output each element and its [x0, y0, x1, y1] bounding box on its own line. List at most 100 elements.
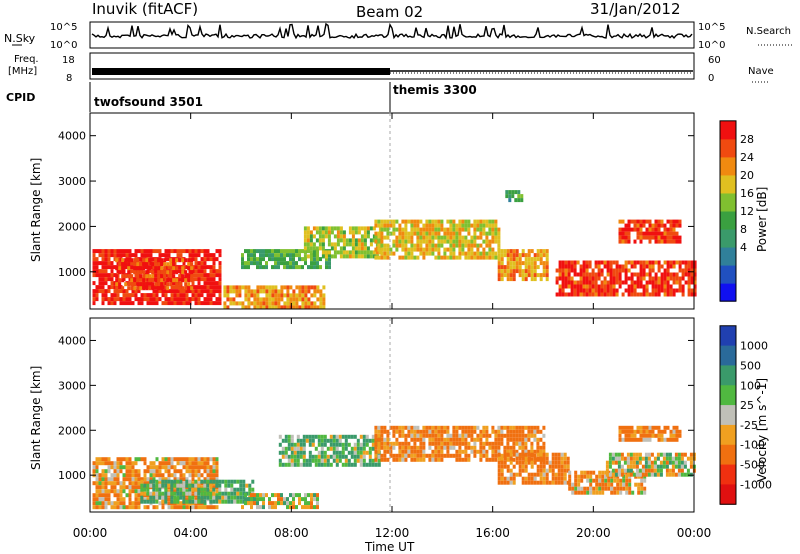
heatmap-cell: [188, 469, 192, 474]
heatmap-cell: [128, 293, 132, 298]
colorbar-tick-label: 100: [740, 379, 761, 392]
heatmap-cell: [419, 429, 423, 434]
heatmap-cell: [128, 277, 132, 282]
heatmap-cell: [563, 456, 567, 461]
heatmap-cell: [582, 292, 586, 297]
heatmap-cell: [452, 433, 456, 438]
heatmap-cell: [413, 437, 417, 442]
heatmap-cell: [567, 276, 571, 281]
heatmap-cell: [316, 493, 319, 498]
heatmap-cell: [185, 497, 189, 502]
heatmap-cell: [536, 441, 540, 446]
heatmap-cell: [536, 257, 540, 262]
heatmap-cell: [242, 495, 246, 500]
heatmap-cell: [585, 268, 589, 273]
heatmap-cell: [563, 480, 567, 485]
heatmap-cell: [623, 468, 627, 473]
heatmap-cell: [425, 227, 429, 232]
heatmap-cell: [143, 461, 147, 466]
heatmap-cell: [323, 442, 327, 447]
heatmap-cell: [308, 462, 312, 467]
heatmap-cell: [363, 238, 367, 243]
heatmap-cell: [651, 276, 655, 281]
heatmap-cell: [271, 501, 274, 506]
heatmap-cell: [539, 273, 543, 278]
heatmap-cell: [425, 247, 429, 252]
heatmap-cell: [383, 453, 387, 458]
heatmap-cell: [238, 301, 242, 306]
heatmap-cell: [545, 452, 549, 457]
heatmap-cell: [485, 255, 489, 260]
heatmap-cell: [360, 238, 364, 243]
heatmap-cell: [383, 255, 387, 260]
heatmap-cell: [434, 223, 438, 228]
heatmap-cell: [479, 243, 483, 248]
heatmap-cell: [122, 497, 126, 502]
heatmap-cell: [410, 445, 414, 450]
heatmap-cell: [268, 301, 272, 306]
heatmap-cell: [101, 277, 105, 282]
heatmap-cell: [357, 254, 361, 259]
heatmap-cell: [467, 223, 471, 228]
heatmap-cell: [241, 301, 245, 306]
heatmap-cell: [362, 434, 366, 439]
heatmap-cell: [389, 425, 393, 430]
heatmap-cell: [473, 219, 477, 224]
heatmap-cell: [227, 483, 231, 488]
heatmap-cell: [413, 449, 417, 454]
heatmap-cell: [110, 293, 114, 298]
heatmap-cell: [633, 264, 637, 269]
heatmap-cell: [170, 457, 174, 462]
heatmap-cell: [306, 234, 310, 239]
heatmap-cell: [312, 242, 316, 247]
heatmap-cell: [654, 280, 658, 285]
heatmap-cell: [271, 297, 275, 302]
heatmap-cell: [476, 247, 480, 252]
heatmap-cell: [600, 268, 604, 273]
heatmap-cell: [268, 293, 272, 298]
heatmap-cell: [476, 251, 480, 256]
heatmap-cell: [601, 470, 605, 475]
heatmap-cell: [161, 301, 165, 306]
heatmap-cell: [440, 433, 444, 438]
heatmap-cell: [497, 257, 501, 262]
heatmap-cell: [637, 490, 641, 495]
heatmap-cell: [329, 454, 333, 459]
heatmap-cell: [306, 230, 310, 235]
heatmap-cell: [395, 425, 399, 430]
heatmap-cell: [651, 292, 655, 297]
heatmap-cell: [515, 261, 519, 266]
heatmap-cell: [259, 493, 262, 498]
heatmap-cell: [666, 292, 670, 297]
heatmap-cell: [577, 482, 581, 487]
heatmap-cell: [365, 450, 369, 455]
heatmap-cell: [221, 499, 225, 504]
heatmap-cell: [533, 277, 537, 282]
heatmap-cell: [580, 478, 584, 483]
heatmap-cell: [342, 250, 346, 255]
heatmap-cell: [302, 450, 306, 455]
heatmap-cell: [313, 257, 316, 262]
heatmap-cell: [262, 305, 266, 310]
heatmap-cell: [470, 429, 474, 434]
heatmap-cell: [563, 468, 567, 473]
heatmap-cell: [431, 239, 435, 244]
heatmap-cell: [515, 249, 519, 254]
heatmap-cell: [295, 265, 298, 270]
heatmap-cell: [377, 243, 381, 248]
heatmap-cell: [683, 452, 687, 457]
heatmap-cell: [671, 468, 675, 473]
velocity-heatmap-cells: [92, 425, 696, 510]
heatmap-cell: [627, 292, 631, 297]
heatmap-cell: [206, 289, 210, 294]
heatmap-cell: [292, 293, 296, 298]
heatmap-cell: [568, 486, 572, 491]
heatmap-cell: [591, 288, 595, 293]
heatmap-cell: [621, 264, 625, 269]
heatmap-cell: [377, 433, 381, 438]
heatmap-cell: [428, 251, 432, 256]
heatmap-cell: [509, 460, 513, 465]
heatmap-cell: [410, 243, 414, 248]
heatmap-cell: [296, 446, 300, 451]
heatmap-cell: [290, 434, 294, 439]
